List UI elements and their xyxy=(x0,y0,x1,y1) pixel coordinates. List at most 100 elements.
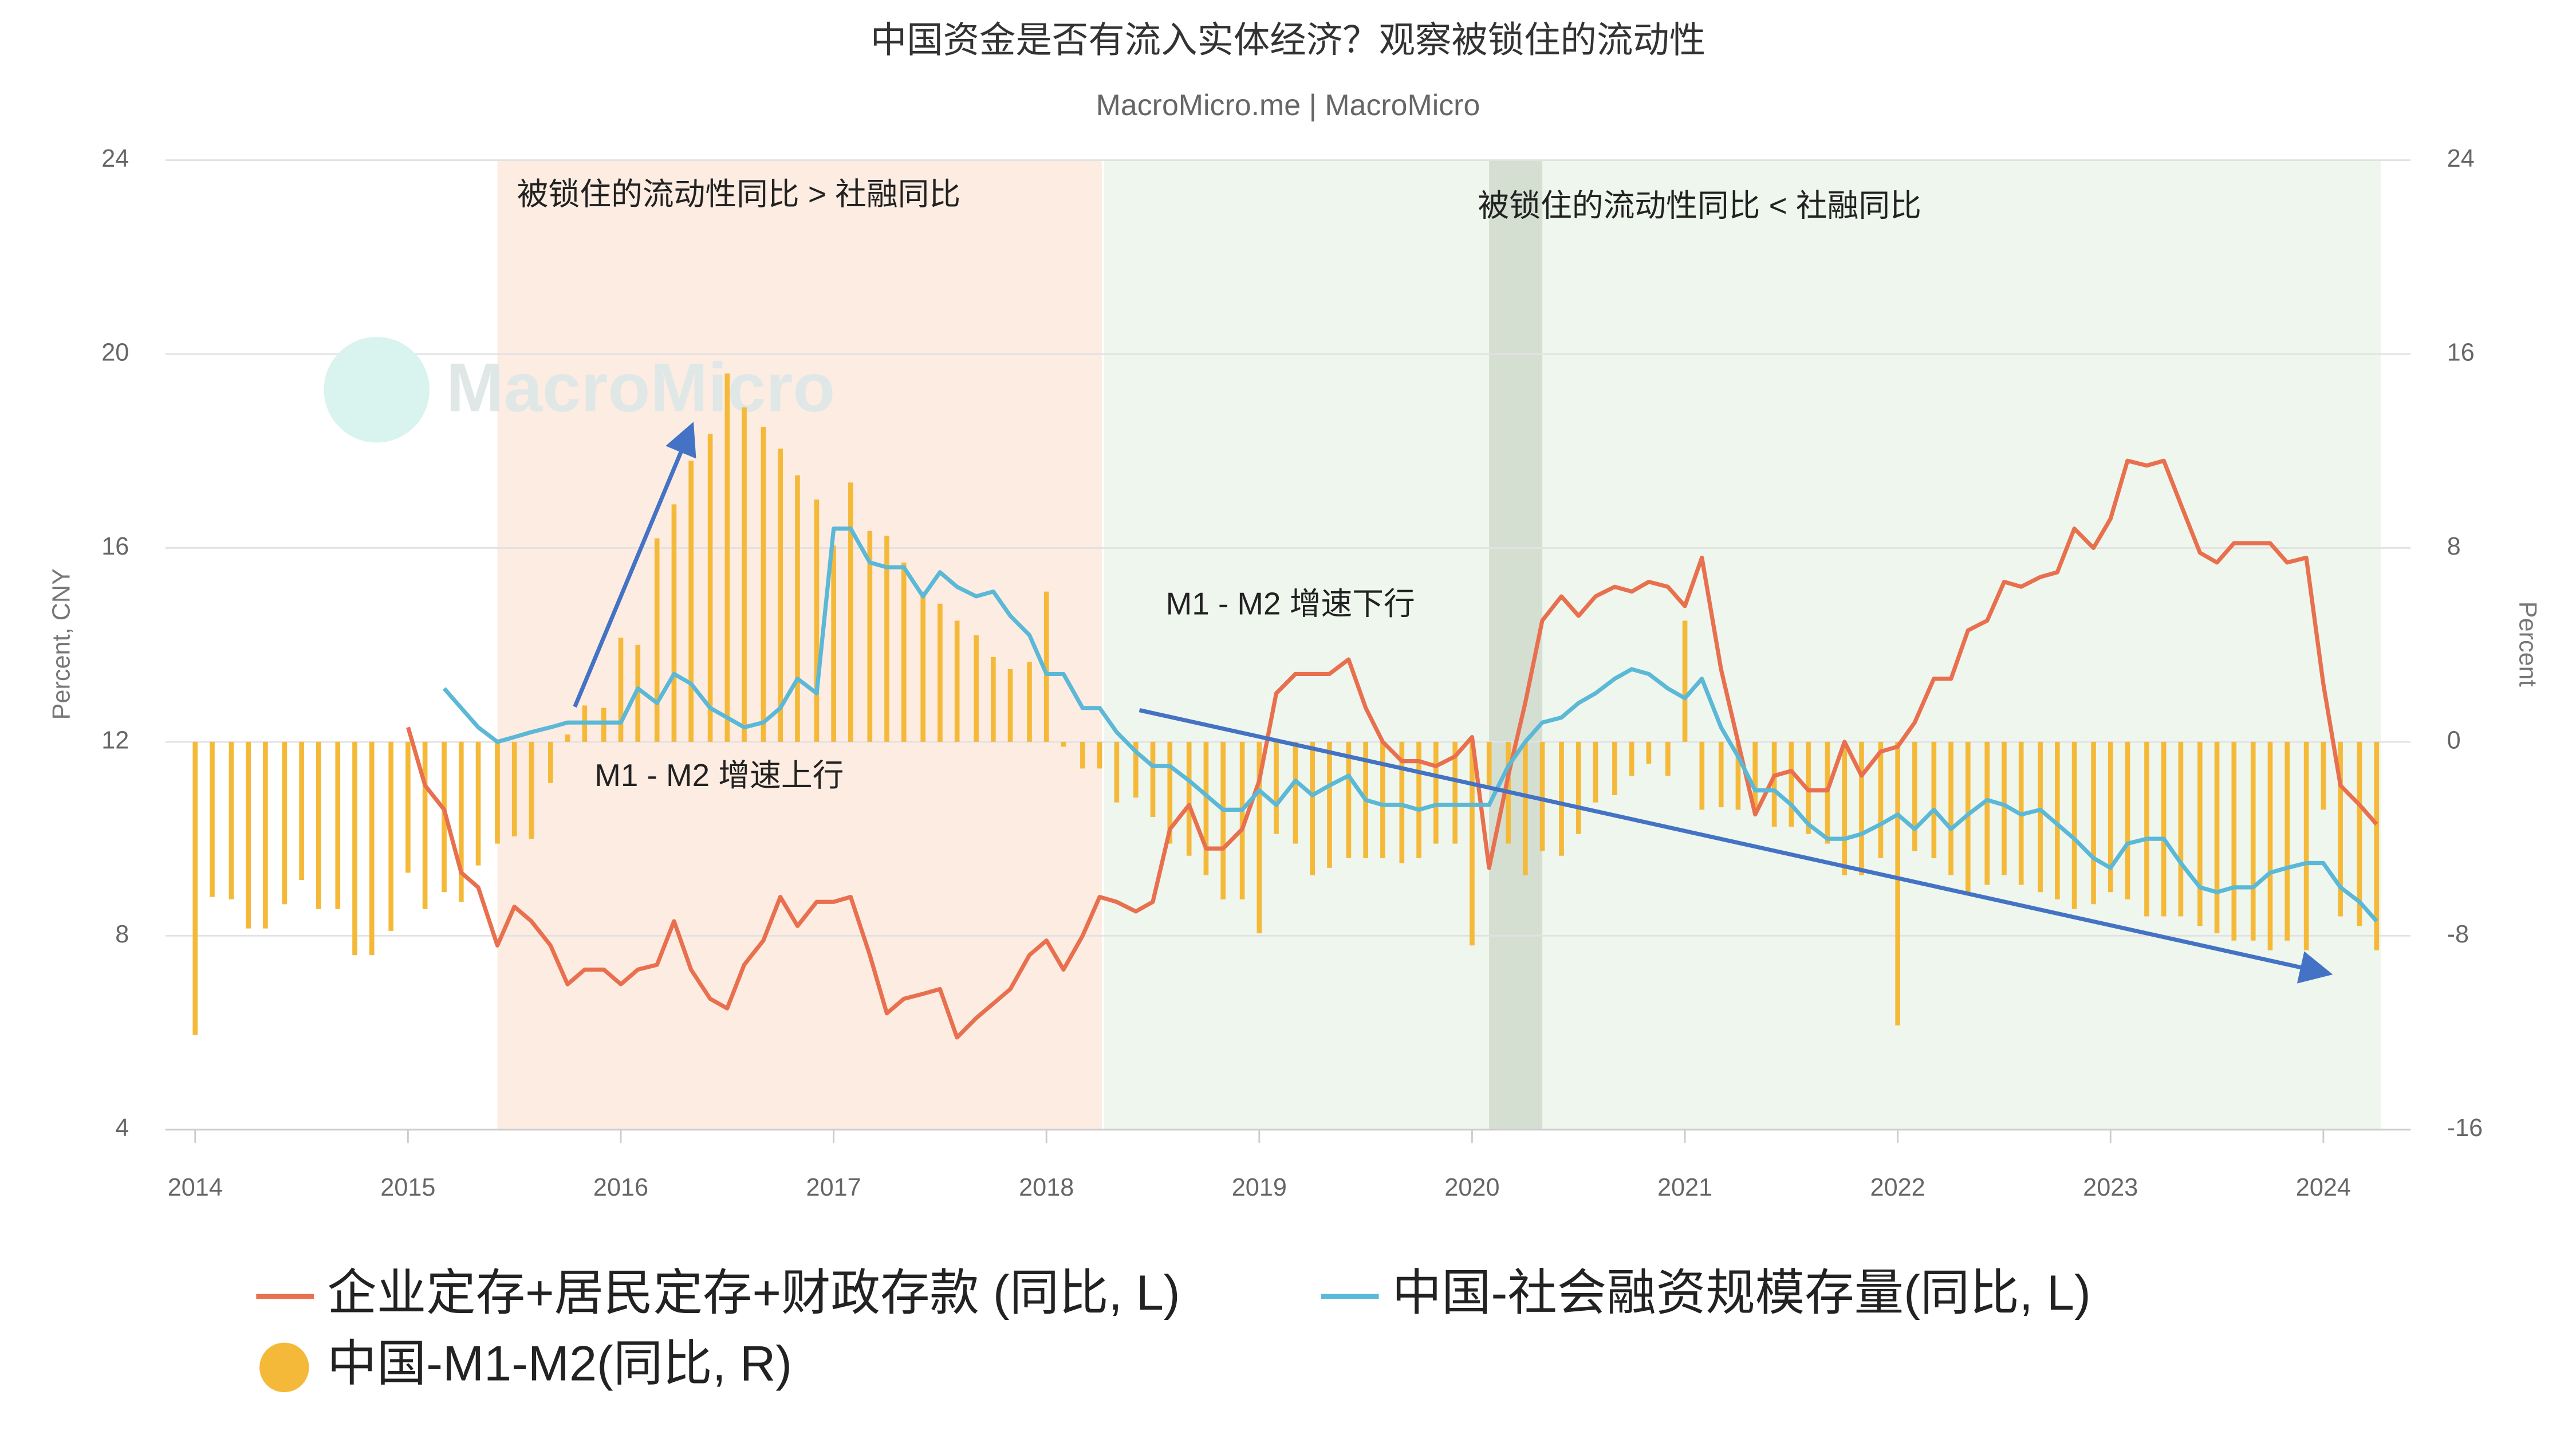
bar xyxy=(974,635,979,742)
legend: 企业定存+居民定存+财政存款 (同比, L) 中国-社会融资规模存量(同比, L)… xyxy=(256,1266,2091,1393)
bar xyxy=(1735,741,1741,810)
bar xyxy=(618,637,624,742)
bar xyxy=(1007,669,1013,742)
bar xyxy=(422,741,428,909)
x-tick-label: 2018 xyxy=(1019,1174,1074,1201)
legend-label: 中国-M1-M2(同比, R) xyxy=(327,1337,792,1392)
annotation: M1 - M2 增速上行 xyxy=(594,757,844,793)
x-tick-label: 2023 xyxy=(2083,1174,2138,1201)
legend-label: 企业定存+居民定存+财政存款 (同比, L) xyxy=(327,1266,1180,1321)
bar xyxy=(1133,741,1139,798)
bar xyxy=(831,545,836,742)
y2-tick-label: -8 xyxy=(2447,921,2469,948)
bar xyxy=(1470,741,1475,946)
bar xyxy=(1293,741,1298,844)
chart-subtitle: MacroMicro.me | MacroMicro xyxy=(1096,88,1480,121)
bar xyxy=(388,741,393,931)
bar xyxy=(1167,741,1173,844)
bar xyxy=(848,482,853,742)
chart-title: 中国资金是否有流入实体经济？观察被锁住的流动性 xyxy=(871,21,1705,61)
y-tick-label: 16 xyxy=(101,533,129,560)
bar xyxy=(707,434,713,742)
bar xyxy=(475,741,481,866)
x-tick-label: 2014 xyxy=(168,1174,223,1201)
bar xyxy=(1114,741,1120,803)
bands xyxy=(497,160,2381,1130)
bar xyxy=(1523,741,1528,875)
x-tick-label: 2024 xyxy=(2296,1174,2351,1201)
bar xyxy=(2071,741,2077,909)
bar xyxy=(1239,741,1245,899)
bar xyxy=(761,426,766,742)
bar xyxy=(1043,591,1049,742)
bar xyxy=(1559,741,1564,856)
bar xyxy=(954,620,960,742)
y-axis-label: Percent, CNY xyxy=(48,568,75,720)
y2-tick-label: -16 xyxy=(2447,1114,2483,1142)
bar xyxy=(688,461,694,742)
bar xyxy=(1699,741,1705,810)
bar xyxy=(1912,741,1917,851)
y-tick-label: 12 xyxy=(101,726,129,754)
bar xyxy=(635,645,641,742)
bar xyxy=(1097,741,1102,769)
y2-tick-label: 8 xyxy=(2447,533,2461,560)
bar xyxy=(884,536,889,742)
bar xyxy=(1752,741,1758,810)
bar xyxy=(1310,741,1315,875)
bar xyxy=(724,373,730,742)
x-tick-label: 2017 xyxy=(806,1174,861,1201)
bar xyxy=(1380,741,1385,858)
bar xyxy=(1771,741,1777,827)
bar xyxy=(671,504,677,742)
bar xyxy=(2357,741,2362,926)
bar xyxy=(1789,741,1794,827)
bar xyxy=(1327,741,1332,868)
bar xyxy=(2338,741,2343,917)
bar xyxy=(369,741,375,956)
bar xyxy=(1593,741,1598,803)
bar xyxy=(742,407,747,742)
bar xyxy=(299,741,304,881)
x-tick-label: 2016 xyxy=(593,1174,648,1201)
bar xyxy=(814,499,820,742)
bar xyxy=(352,741,357,956)
bar xyxy=(901,562,907,742)
bar xyxy=(1150,741,1156,818)
bar xyxy=(2284,741,2290,941)
bar xyxy=(1682,620,1688,742)
bar xyxy=(2374,741,2380,950)
y-tick-label: 4 xyxy=(115,1114,129,1142)
bar xyxy=(1220,741,1226,899)
bar xyxy=(2231,741,2237,941)
bar xyxy=(1452,741,1458,844)
bar xyxy=(1842,741,1848,875)
shaded-band xyxy=(1489,160,1543,1130)
bar xyxy=(2108,741,2113,893)
bar xyxy=(1399,741,1405,863)
bar xyxy=(1061,741,1066,747)
bar xyxy=(282,741,287,905)
y2-tick-label: 16 xyxy=(2447,339,2475,366)
bar xyxy=(2214,741,2220,934)
y2-tick-label: 24 xyxy=(2447,145,2475,172)
bar xyxy=(867,531,873,742)
line-series xyxy=(442,526,2378,923)
bar xyxy=(1186,741,1192,856)
bar xyxy=(1257,741,1262,934)
bar xyxy=(1895,741,1900,1025)
bar xyxy=(2125,741,2130,899)
bar xyxy=(2321,741,2326,810)
bar xyxy=(2303,741,2309,950)
bar xyxy=(654,538,660,742)
bar xyxy=(778,449,783,742)
bar xyxy=(2091,741,2096,905)
bar xyxy=(1629,741,1634,776)
bar xyxy=(405,741,411,873)
bar xyxy=(263,741,268,929)
bar xyxy=(601,708,606,742)
bar xyxy=(1486,741,1492,786)
bar xyxy=(511,741,517,836)
bar xyxy=(1433,741,1439,844)
